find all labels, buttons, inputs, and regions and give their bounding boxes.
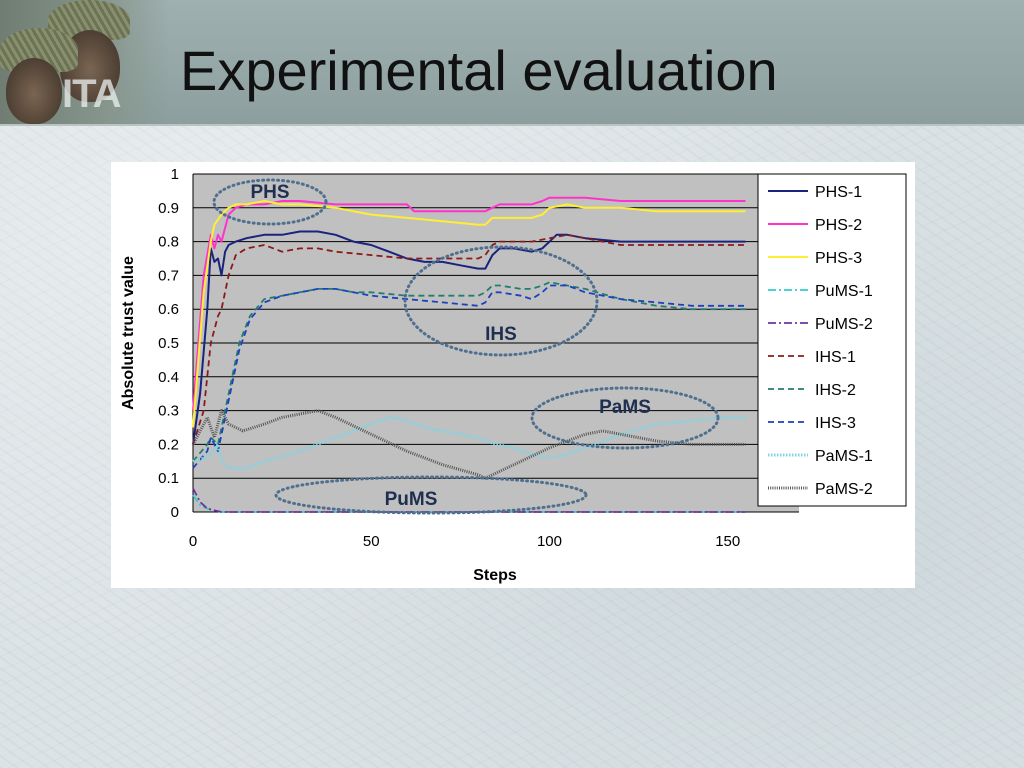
annotation-label: PaMS [599,397,651,418]
slide-title: Experimental evaluation [180,39,778,102]
y-axis-label: Absolute trust value [120,256,137,410]
x-axis-label: Steps [473,567,517,584]
legend-entry: IHS-2 [815,382,856,399]
y-tick-label: 0.6 [158,301,179,318]
series-line-pams-1 [192,415,746,470]
annotation-ellipse [212,178,328,226]
series-line-pums-2 [192,487,746,513]
y-tick-label: 0.1 [158,470,179,487]
legend-entry: PHS-1 [815,184,862,201]
title-banner: ITA Experimental evaluation [0,0,1024,126]
logo-text: ITA [62,72,121,116]
trust-line-chart: 0 0.1 0.2 0.3 0.4 0.5 0.6 0.7 0.8 0.9 1 0 50 100 150 St… [120,166,907,584]
x-tick-label: 150 [715,533,740,550]
y-tick-label: 0.3 [158,403,179,420]
x-tick-label: 50 [363,533,380,550]
x-tick-label: 0 [189,533,197,550]
legend-entry: PHS-2 [815,217,862,234]
annotation-ellipse [530,386,720,450]
series-line-pams-2 [191,409,746,480]
legend-entry: IHS-1 [815,349,856,366]
series-line-pums-1 [192,494,746,513]
y-tick-label: 1 [171,166,179,183]
annotation-label: PHS [250,182,289,203]
soldier-face-image [6,58,62,124]
series-line-phs-2 [192,196,746,411]
annotation-label: IHS [485,324,517,345]
series-line-ihs-2 [192,281,746,462]
series-line-ihs-3 [192,284,746,469]
y-tick-label: 0.7 [158,267,179,284]
y-tick-label: 0.4 [158,369,179,386]
legend-entry: PHS-3 [815,250,862,267]
annotation-ellipse [274,475,588,515]
y-tick-label: 0.5 [158,335,179,352]
chart-card: 0 0.1 0.2 0.3 0.4 0.5 0.6 0.7 0.8 0.9 1 0 50 100 150 St… [111,162,915,588]
legend-entry: PaMS-2 [815,481,873,498]
y-tick-label: 0.9 [158,200,179,217]
y-tick-label: 0.2 [158,436,179,453]
y-tick-label: 0 [171,504,179,521]
annotation-ellipse [403,245,599,357]
legend-entry: PuMS-1 [815,283,873,300]
series-line-phs-3 [192,200,746,428]
x-tick-label: 100 [537,533,562,550]
series-line-ihs-1 [192,233,746,445]
legend-entry: PuMS-2 [815,316,873,333]
legend-entry: IHS-3 [815,415,856,432]
legend-entry: PaMS-1 [815,448,873,465]
annotation-label: PuMS [385,489,438,510]
y-tick-label: 0.8 [158,234,179,251]
ita-logo: ITA [0,0,170,124]
legend-box [757,173,907,507]
